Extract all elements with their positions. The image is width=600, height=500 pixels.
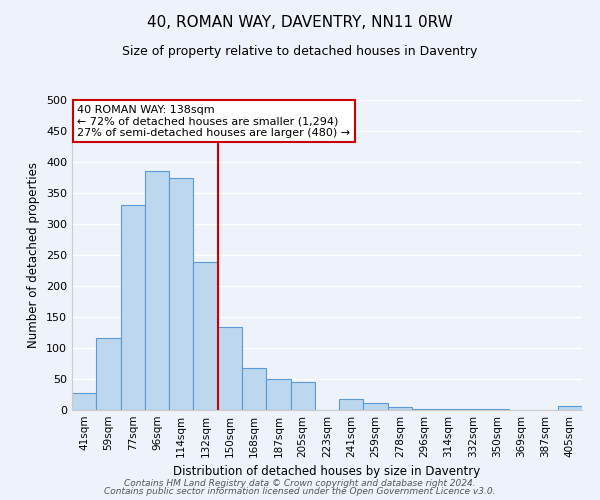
- Bar: [218, 327, 242, 410]
- Bar: [290, 382, 315, 410]
- Text: Contains public sector information licensed under the Open Government Licence v3: Contains public sector information licen…: [104, 487, 496, 496]
- Bar: [121, 206, 145, 410]
- Bar: [242, 368, 266, 410]
- Bar: [266, 379, 290, 410]
- Text: Contains HM Land Registry data © Crown copyright and database right 2024.: Contains HM Land Registry data © Crown c…: [124, 478, 476, 488]
- Bar: [169, 178, 193, 410]
- Bar: [339, 399, 364, 410]
- Bar: [388, 407, 412, 410]
- Bar: [96, 338, 121, 410]
- Y-axis label: Number of detached properties: Number of detached properties: [28, 162, 40, 348]
- Bar: [364, 402, 388, 410]
- Bar: [145, 172, 169, 410]
- Text: 40, ROMAN WAY, DAVENTRY, NN11 0RW: 40, ROMAN WAY, DAVENTRY, NN11 0RW: [147, 15, 453, 30]
- Bar: [72, 392, 96, 410]
- Text: 40 ROMAN WAY: 138sqm
← 72% of detached houses are smaller (1,294)
27% of semi-de: 40 ROMAN WAY: 138sqm ← 72% of detached h…: [77, 104, 350, 138]
- X-axis label: Distribution of detached houses by size in Daventry: Distribution of detached houses by size …: [173, 466, 481, 478]
- Text: Size of property relative to detached houses in Daventry: Size of property relative to detached ho…: [122, 45, 478, 58]
- Bar: [412, 409, 436, 410]
- Bar: [558, 406, 582, 410]
- Bar: [193, 262, 218, 410]
